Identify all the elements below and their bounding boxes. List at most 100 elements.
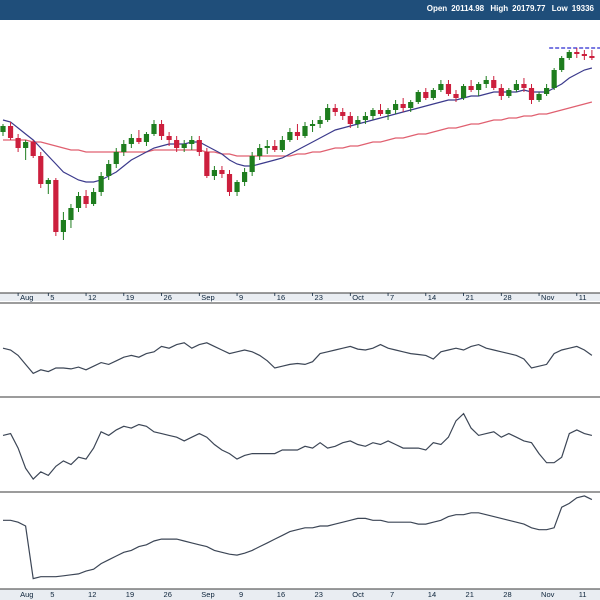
- bottom-x-tick-label: Aug: [20, 590, 33, 599]
- x-tick-label: 19: [126, 293, 134, 302]
- candle-body: [498, 88, 504, 96]
- candle-body: [264, 146, 270, 148]
- candle-body: [272, 146, 278, 150]
- candle-body: [166, 136, 172, 140]
- candle-body: [257, 148, 263, 156]
- bottom-x-tick-label: Sep: [201, 590, 214, 599]
- moving-average-slow-line: [3, 101, 593, 157]
- candle-body: [143, 134, 150, 142]
- candle-body: [83, 196, 89, 204]
- candle-body: [377, 110, 384, 114]
- candlestick-series: [0, 48, 595, 240]
- candle-body: [566, 52, 572, 58]
- candle-body: [106, 164, 112, 176]
- candle-body: [45, 180, 51, 184]
- candle-body: [234, 182, 240, 192]
- candle-body: [181, 144, 187, 148]
- candle-body: [309, 124, 316, 126]
- candle-body: [23, 142, 29, 148]
- candle-body: [7, 126, 14, 138]
- candle-body: [68, 208, 74, 220]
- candle-body: [385, 110, 391, 114]
- high-value: 20179.77: [512, 4, 546, 13]
- candle-body: [242, 172, 248, 182]
- candle-body: [400, 104, 406, 108]
- candle-body: [294, 132, 301, 136]
- candle-body: [128, 138, 134, 144]
- candle-body: [483, 80, 489, 84]
- bottom-x-tick-label: 19: [126, 590, 134, 599]
- candle-body: [438, 84, 444, 90]
- candle-body: [551, 70, 557, 88]
- candle-body: [279, 140, 285, 150]
- bottom-x-tick-label: Nov: [541, 590, 555, 599]
- bottom-x-tick-label: 28: [503, 590, 511, 599]
- x-tick-label: 5: [50, 293, 54, 302]
- candle-body: [536, 94, 542, 100]
- x-tick-label: 12: [88, 293, 96, 302]
- candle-body: [506, 90, 512, 96]
- x-tick-label: 21: [466, 293, 474, 302]
- candle-body: [136, 138, 142, 142]
- candle-body: [0, 126, 6, 132]
- bottom-x-tick-label: Oct: [352, 590, 365, 599]
- x-tick-label: 9: [239, 293, 243, 302]
- x-tick-label: 23: [315, 293, 323, 302]
- x-tick-label: Oct: [352, 293, 365, 302]
- candle-body: [491, 80, 497, 88]
- candle-body: [528, 88, 535, 100]
- bottom-x-tick-label: 23: [315, 590, 323, 599]
- candle-body: [113, 152, 119, 164]
- candle-body: [393, 104, 399, 110]
- candle-body: [91, 192, 97, 204]
- low-label: Low: [551, 4, 568, 13]
- candle-body: [53, 180, 59, 232]
- candle-body: [121, 144, 127, 152]
- bottom-x-tick-label: 26: [164, 590, 172, 599]
- candle-body: [158, 124, 165, 136]
- chart-header-bar: Open 20114.98 High 20179.77 Low 19336: [0, 0, 600, 20]
- candle-body: [75, 196, 82, 208]
- x-tick-label: Nov: [541, 293, 555, 302]
- candle-body: [211, 170, 217, 176]
- bottom-x-tick-label: 11: [579, 590, 587, 599]
- ohlc-readout: Open 20114.98 High 20179.77 Low 19336: [423, 4, 594, 13]
- x-tick-label: 14: [428, 293, 436, 302]
- candle-body: [226, 174, 233, 192]
- candle-body: [574, 52, 580, 54]
- candle-body: [60, 220, 66, 232]
- candle-body: [445, 84, 452, 94]
- bottom-x-tick-label: 7: [390, 590, 394, 599]
- candle-body: [196, 140, 202, 152]
- candle-body: [332, 108, 338, 112]
- candle-body: [287, 132, 293, 140]
- bottom-x-tick-label: 5: [50, 590, 54, 599]
- bottom-x-tick-label: 14: [428, 590, 436, 599]
- bottom-x-tick-label: 16: [277, 590, 285, 599]
- candle-body: [38, 156, 44, 184]
- x-tick-label: 11: [579, 293, 587, 302]
- x-tick-label: Sep: [201, 293, 214, 302]
- candle-body: [415, 92, 421, 102]
- indicator-panel-2-line: [2, 412, 593, 481]
- bottom-x-axis-strip: [0, 589, 600, 600]
- candle-body: [476, 84, 482, 90]
- high-label: High: [490, 4, 509, 13]
- bottom-x-tick-label: 12: [88, 590, 96, 599]
- candle-body: [347, 116, 353, 124]
- candle-body: [151, 124, 157, 134]
- x-tick-label: 28: [503, 293, 511, 302]
- candle-body: [513, 84, 519, 90]
- bottom-x-tick-label: 9: [239, 590, 243, 599]
- candle-body: [325, 108, 331, 120]
- candle-body: [174, 140, 180, 148]
- x-tick-label: 7: [390, 293, 394, 302]
- candle-body: [430, 90, 436, 98]
- candle-body: [423, 92, 429, 98]
- x-tick-label: 26: [164, 293, 172, 302]
- candle-body: [521, 84, 527, 88]
- open-label: Open: [426, 4, 448, 13]
- bottom-x-tick-label: 21: [466, 590, 474, 599]
